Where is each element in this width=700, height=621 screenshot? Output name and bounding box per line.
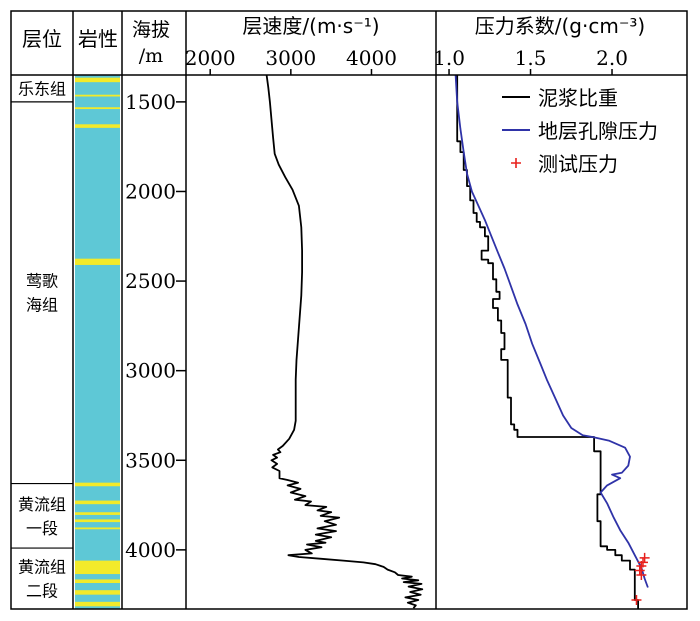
legend-label: 测试压力 — [538, 152, 618, 176]
test-pressure-marker — [634, 565, 645, 576]
x-tick-label: 3000 — [265, 46, 316, 70]
formation-label-yinggehai: 海组 — [26, 296, 58, 315]
lithology-band — [75, 258, 120, 265]
formation-label-huangliu-1: 黄流组 — [18, 495, 66, 514]
x-tick-label: 1.0 — [433, 46, 465, 70]
formation-label-ledong: 乐东组 — [18, 79, 66, 98]
lithology-column — [75, 75, 120, 609]
formation-label-huangliu-2: 黄流组 — [18, 558, 66, 577]
elevation-axis: 1500 2000 2500 3000 3500 4000 — [125, 90, 186, 562]
velocity-panel: 2000 3000 4000 — [185, 46, 424, 609]
elevation-tick-label: 3000 — [125, 359, 176, 383]
test-pressure-marker — [636, 560, 647, 571]
lithology-band — [75, 482, 120, 487]
header-formation: 层位 — [22, 27, 62, 51]
test-pressure-marker — [631, 595, 642, 606]
frame — [10, 10, 688, 610]
header-elevation-line2: /m — [139, 45, 163, 67]
lithology-band — [75, 527, 120, 530]
header-pressure: 压力系数/(g·cm⁻³) — [475, 14, 645, 38]
test-pressure-marker — [636, 569, 647, 580]
formation-label-huangliu-2: 二段 — [26, 582, 58, 601]
elevation-tick-label: 4000 — [125, 538, 176, 562]
series-line-1 — [454, 74, 649, 588]
lithology-band — [75, 107, 120, 110]
series-line-0 — [456, 75, 639, 609]
test-pressure-marker — [639, 552, 650, 563]
x-tick-label: 1.5 — [515, 46, 547, 70]
pressure-panel: 1.0 1.5 2.0 — [433, 46, 650, 609]
header-row: 层位 岩性 海拔 /m 层速度/(m·s⁻¹) 压力系数/(g·cm⁻³) — [22, 14, 645, 67]
x-tick-label: 4000 — [346, 46, 397, 70]
lithology-band — [75, 94, 120, 97]
lithology-band — [75, 124, 120, 128]
header-lithology: 岩性 — [78, 27, 118, 51]
lithology-band — [75, 500, 120, 505]
legend-label: 泥浆比重 — [538, 86, 618, 110]
lithology-band — [75, 590, 120, 595]
series-line-0 — [265, 74, 424, 609]
legend-label: 地层孔隙压力 — [538, 119, 658, 143]
lithology-band — [75, 519, 120, 523]
formation-label-huangliu-1: 一段 — [26, 519, 58, 538]
x-tick-label: 2000 — [185, 46, 236, 70]
x-tick-label: 2.0 — [596, 46, 628, 70]
lithology-band — [75, 77, 120, 83]
lithology-band — [75, 512, 120, 515]
elevation-tick-label: 1500 — [125, 90, 176, 114]
elevation-tick-label: 3500 — [125, 448, 176, 472]
legend-swatch-marker — [511, 158, 521, 168]
lithology-band — [75, 560, 120, 575]
formation-label-yinggehai: 莺歌 — [26, 272, 58, 291]
header-velocity: 层速度/(m·s⁻¹) — [242, 14, 379, 38]
elevation-tick-label: 2000 — [125, 179, 176, 203]
lithology-band — [75, 579, 120, 584]
lithology-band — [75, 601, 120, 607]
elevation-tick-label: 2500 — [125, 269, 176, 293]
header-elevation-line1: 海拔 — [132, 19, 170, 41]
